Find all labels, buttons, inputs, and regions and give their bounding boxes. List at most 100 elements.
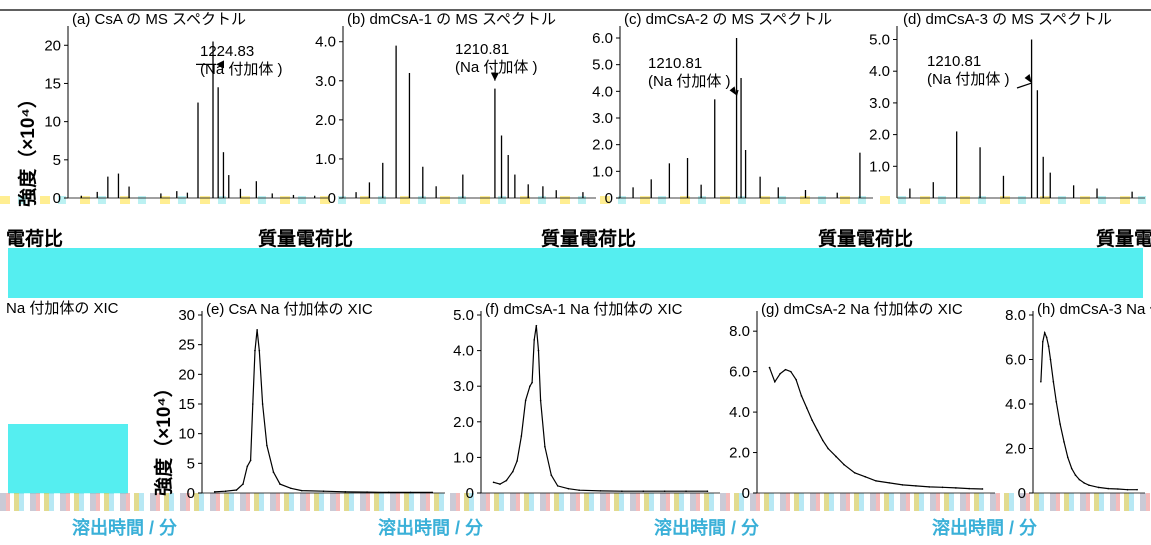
annotation-arrow-head: [1024, 74, 1032, 84]
x-axis-label-ms-cut-right: 質量電: [1096, 227, 1151, 250]
xic-trace-point: [1040, 380, 1042, 383]
xic-trace-point: [779, 372, 781, 375]
xic-trace-point: [213, 491, 216, 493]
xic-trace-point: [242, 483, 244, 485]
annotation-arrow-shaft: [735, 89, 739, 96]
y-tick-label: 6.0: [592, 30, 613, 47]
xic-trace-point: [556, 485, 559, 487]
scan-artifact-strip-bottom: [0, 493, 1151, 511]
xic-trace-point: [621, 490, 623, 493]
y-axis-label-ms: 強度（×10⁴）: [16, 89, 39, 207]
xic-trace-point: [835, 455, 837, 458]
peak-annotation-mz: 1224.83: [200, 43, 254, 60]
xic-trace-point: [928, 486, 931, 488]
xic-trace-point: [256, 329, 258, 331]
xic-trace-point: [1107, 487, 1110, 490]
xic-trace-point: [344, 491, 347, 493]
y-tick-label: 0: [605, 190, 613, 207]
xic-trace-point: [915, 485, 917, 487]
y-tick-label: 5: [187, 455, 195, 472]
xic-trace-point: [1067, 456, 1069, 459]
y-tick-label: 20: [178, 366, 195, 383]
y-tick-label: 2.0: [1005, 441, 1026, 458]
y-tick-label: 4.0: [453, 343, 474, 360]
xic-trace-line: [493, 325, 708, 492]
xic-trace-point: [706, 490, 709, 493]
plot-title: (e) CsA Na 付加体の XIC: [206, 301, 373, 318]
xic-trace-point: [290, 487, 292, 490]
xic-trace-point: [1136, 488, 1138, 491]
y-tick-label: 2.0: [869, 127, 890, 144]
xic-trace-point: [811, 419, 813, 421]
xic-trace-point: [505, 479, 508, 482]
xic-trace-point: [266, 444, 268, 447]
y-tick-label: 6.0: [729, 364, 750, 381]
xic-trace-point: [1074, 474, 1077, 477]
y-tick-label: 3.0: [592, 110, 613, 127]
xic-trace-point: [1055, 400, 1058, 403]
xic-trace-point: [790, 370, 792, 373]
x-axis-label-ms-cut-left: 電荷比: [6, 227, 63, 250]
peak-annotation-adduct: (Na 付加体 ): [648, 73, 731, 90]
y-tick-label: 0: [328, 190, 336, 207]
y-tick-label: 2.0: [592, 137, 613, 154]
xic-trace-point: [524, 399, 527, 402]
plot-title: (f) dmCsA-1 Na 付加体の XIC: [485, 301, 683, 318]
xic-trace-point: [1117, 488, 1119, 490]
y-tick-label: 4.0: [1005, 396, 1026, 413]
y-tick-label: 8.0: [729, 323, 750, 340]
xic-trace-point: [1097, 486, 1100, 489]
y-tick-label: 10: [178, 426, 195, 443]
xic-trace-point: [805, 407, 808, 409]
y-tick-label: 0: [466, 485, 474, 502]
xic-trace-point: [768, 366, 771, 369]
xic-trace-point: [1052, 380, 1055, 383]
peak-annotation-mz: 1210.81: [455, 41, 509, 58]
y-tick-label: 6.0: [1005, 352, 1026, 369]
y-tick-label: 0: [53, 190, 61, 207]
y-tick-label: 5.0: [869, 32, 890, 49]
y-tick-label: 1.0: [453, 449, 474, 466]
x-axis-label-xic-d: 溶出時間 / 分: [932, 517, 1037, 538]
xic-trace-point: [431, 491, 434, 494]
xic-trace-point: [251, 403, 254, 405]
xic-trace-point: [843, 463, 845, 466]
xic-trace-point: [816, 429, 819, 432]
xic-trace-point: [272, 471, 275, 474]
xic-trace-point: [1045, 336, 1048, 339]
xic-trace-point: [901, 484, 904, 486]
xic-trace-point: [1088, 484, 1090, 487]
plot-panel-0: (a) CsA の MS スペクトル 0 5 10 15 20 1224.83(Na 付加体…: [44, 11, 328, 207]
xic-trace-point: [955, 487, 957, 489]
xic-trace-point: [387, 491, 390, 494]
xic-trace-point: [533, 339, 535, 341]
xic-trace-point: [941, 486, 944, 489]
plot-panel-4: (e) CsA Na 付加体の XIC 0 5 10 15 20 25 30: [178, 301, 445, 502]
peak-annotation-adduct: (Na 付加体 ): [455, 59, 538, 76]
xic-trace-point: [827, 447, 829, 450]
xic-trace-point: [531, 381, 533, 384]
plot-title: (b) dmCsA-1 の MS スペクトル: [347, 11, 556, 28]
xic-trace-point: [300, 489, 303, 492]
xic-trace-point: [642, 490, 645, 493]
y-tick-label: 4.0: [315, 34, 336, 51]
xic-trace-point: [864, 476, 867, 478]
plot-panel-3: (d) dmCsA-3 の MS スペクトル 1.0 2.0 3.0 4.0 5.0 121…: [869, 11, 1145, 199]
xic-trace-point: [1070, 467, 1073, 470]
xic-trace-point: [1063, 441, 1065, 443]
xic-trace-point: [1043, 332, 1046, 334]
xic-trace-point: [520, 435, 523, 437]
y-tick-label: 0: [187, 485, 195, 502]
xic-trace-point: [550, 474, 553, 477]
peak-annotation-adduct: (Na 付加体 ): [927, 71, 1010, 88]
y-tick-label: 2.0: [729, 445, 750, 462]
xic-trace-point: [249, 459, 252, 462]
xic-trace-point: [774, 380, 776, 383]
xic-trace-point: [539, 399, 542, 402]
y-tick-label: 2.0: [453, 414, 474, 431]
scan-artifact-band-left: [8, 424, 128, 494]
y-axis-label-xic: 強度（×10⁴）: [152, 378, 175, 496]
plot-panel-7: (h) dmCsA-3 Na 付加体の XIC 0 2.0 4.0 6.0 8.0: [1005, 301, 1151, 502]
y-tick-label: 5: [53, 152, 61, 169]
